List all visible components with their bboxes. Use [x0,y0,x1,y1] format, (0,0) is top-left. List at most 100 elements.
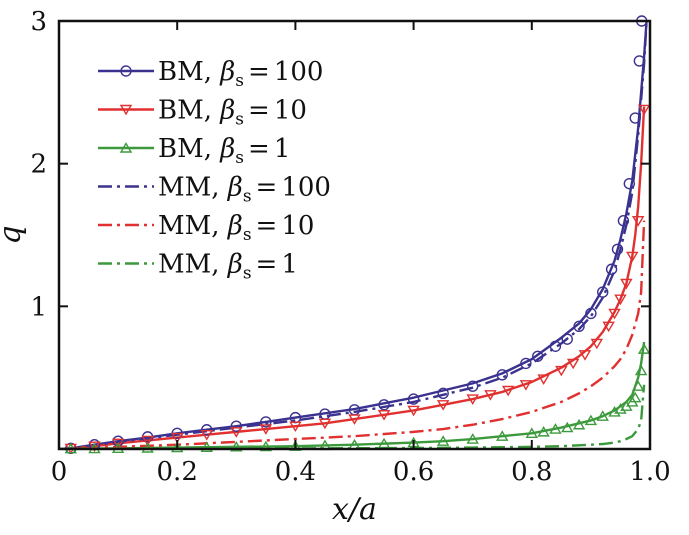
series-marker-1 [590,338,604,350]
series-marker-1 [259,424,273,435]
legend-label-3: MM, βs = 100 [158,173,331,207]
series-marker-0 [378,399,390,411]
series-marker-1 [631,216,645,227]
series-marker-1 [555,365,568,377]
series-marker-2 [230,440,243,452]
tick-labels: 0 0.2 0.4 0.6 0.8 1.0 1 2 3 [30,7,670,487]
series-marker-0 [230,420,243,432]
legend-marker-0 [120,65,132,77]
y-tick-label: 1 [30,292,47,322]
series-marker-0 [467,380,479,392]
series-line-0 [59,21,648,449]
series-marker-1 [537,374,550,385]
series-marker-2 [436,435,450,446]
series-marker-0 [629,112,641,124]
series-line-4 [59,220,646,449]
series-marker-1 [436,400,450,411]
series-line-2 [59,341,646,449]
series-marker-1 [519,380,533,391]
series-marker-0 [623,177,636,190]
series-marker-0 [605,263,618,275]
series-marker-0 [532,350,544,362]
series-marker-0 [611,243,624,255]
plot-frame [57,19,652,451]
legend-marker-2 [119,142,133,153]
legend-label-4: MM, βs = 10 [158,211,314,245]
series-marker-1 [318,418,332,430]
series-marker-2 [637,343,651,354]
x-axis-label: x/a [332,492,377,527]
series-marker-2 [259,440,273,452]
series-marker-0 [585,307,597,320]
x-tick-label: 1.0 [629,457,670,487]
x-tick-label: 0.8 [511,457,552,487]
series-marker-0 [112,435,124,447]
x-tick-label: 0 [51,457,68,487]
axis-ticks [59,21,650,449]
series-marker-1 [141,435,154,447]
series-marker-0 [260,416,272,428]
series-marker-0 [617,215,630,227]
series-line-3 [59,21,648,449]
series-marker-0 [496,369,508,381]
series-marker-1 [566,358,580,370]
legend-label-2: BM, βs = 1 [158,134,290,168]
legend-label-0: BM, βs = 100 [158,57,323,91]
series-marker-0 [561,333,573,345]
series-marker-2 [525,427,539,439]
series-marker-1 [230,427,243,438]
series-marker-1 [626,251,639,263]
series-marker-2 [549,423,562,434]
series-marker-0 [597,286,609,298]
legend-label-1: BM, βs = 10 [158,96,307,130]
series-marker-0 [520,357,532,370]
series-marker-1 [614,294,627,306]
series-marker-1 [289,421,302,433]
series-marker-2 [629,391,642,403]
series-marker-2 [572,418,586,430]
series-marker-1 [637,104,651,116]
series-marker-0 [407,393,420,405]
series-marker-1 [111,438,125,450]
x-tick-label: 0.2 [157,457,198,487]
series-marker-2 [466,433,479,444]
series-marker-2 [596,410,609,421]
series-marker-1 [200,430,213,441]
series-marker-1 [466,394,479,405]
series-marker-0 [201,424,213,436]
series-marker-1 [407,405,420,417]
y-axis-label: q [0,225,28,244]
series-marker-1 [348,414,361,425]
legend-marker-1 [119,104,133,116]
series-marker-1 [377,410,391,421]
series-marker-2 [561,421,574,433]
series-marker-1 [602,321,615,333]
x-tick-label: 0.4 [275,457,316,487]
series-marker-1 [88,441,101,453]
series-marker-1 [578,350,592,361]
series-marker-2 [634,364,648,376]
plot-markers [64,15,651,455]
series-marker-0 [549,340,562,352]
series-marker-1 [484,390,497,401]
series-marker-1 [608,308,621,320]
series-marker-2 [537,425,550,437]
series-marker-2 [496,430,509,441]
plot-lines [59,21,648,449]
legend-label-5: MM, βs = 1 [158,250,298,284]
series-marker-2 [170,441,184,453]
series-line-1 [59,106,646,449]
series-marker-0 [633,55,646,67]
y-tick-label: 2 [30,150,47,180]
series-marker-2 [631,380,645,391]
x-tick-label: 0.6 [393,457,434,487]
series-marker-1 [620,278,633,290]
legend: BM, βs = 100 BM, βs = 10 BM, βs = 1 MM, βs = 100 MM,… [98,57,331,284]
series-marker-2 [584,414,598,426]
y-tick-label: 3 [30,7,47,37]
series-marker-2 [200,441,213,452]
series-marker-0 [437,387,449,400]
series-marker-1 [170,432,184,444]
series-marker-1 [501,385,515,397]
